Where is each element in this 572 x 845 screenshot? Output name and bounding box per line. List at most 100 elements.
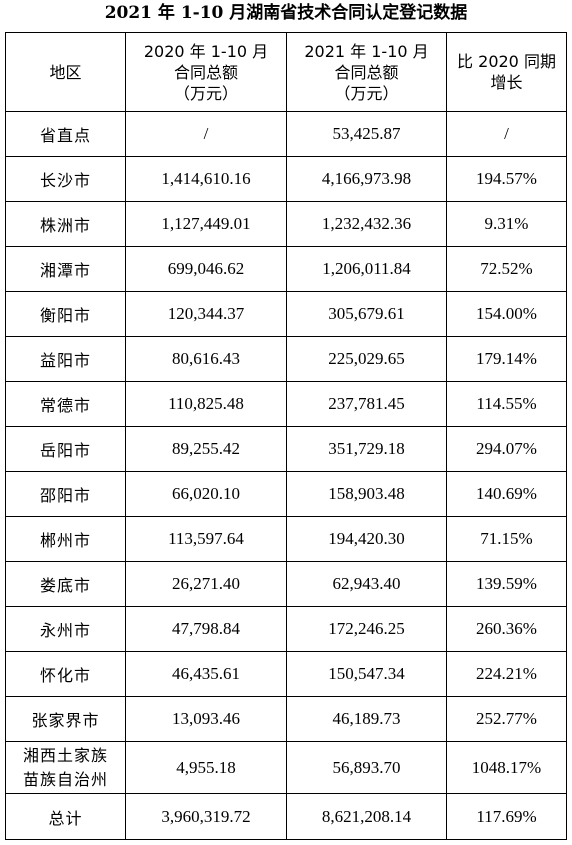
- cell-growth: 114.55%: [446, 381, 567, 427]
- table-row: 怀化市 46,435.61 150,547.34 224.21%: [5, 651, 567, 697]
- table-row: 郴州市 113,597.64 194,420.30 71.15%: [5, 516, 567, 562]
- cell-2021-total: 150,547.34: [286, 651, 447, 697]
- region-name: 省直点: [39, 126, 91, 145]
- header-2021-total: 2021 年 1-10 月 合同总额 （万元）: [286, 32, 447, 112]
- cell-growth: 9.31%: [446, 201, 567, 247]
- cell-2020-total: 3,960,319.72: [125, 793, 287, 840]
- cell-region: 永州市: [5, 606, 126, 652]
- cell-growth: 252.77%: [446, 696, 567, 742]
- cell-region: 张家界市: [5, 696, 126, 742]
- cell-2020-total: /: [125, 111, 287, 157]
- table-body: 省直点 /53,425.87/ 长沙市 1,414,610.16 4,166,973.9…: [5, 111, 567, 840]
- page-title: 2021 年 1-10 月湖南省技术合同认定登记数据: [104, 3, 468, 23]
- table-row: 衡阳市 120,344.37 305,679.61 154.00%: [5, 291, 567, 337]
- region-name: 湘潭市: [39, 261, 91, 280]
- cell-region: 邵阳市: [5, 471, 126, 517]
- cell-2020-total: 80,616.43: [125, 336, 287, 382]
- cell-region: 怀化市: [5, 651, 126, 697]
- region-name: 娄底市: [39, 576, 91, 595]
- region-name: 邵阳市: [39, 486, 91, 505]
- cell-2020-total: 699,046.62: [125, 246, 287, 292]
- cell-2020-total: 47,798.84: [125, 606, 287, 652]
- cell-region: 湘潭市: [5, 246, 126, 292]
- header-2021-line-3: （万元）: [334, 83, 399, 103]
- cell-region: 株洲市: [5, 201, 126, 247]
- header-growth-line-2: 增长: [490, 73, 523, 92]
- cell-2021-total: 8,621,208.14: [286, 793, 447, 840]
- cell-growth: 154.00%: [446, 291, 567, 337]
- cell-2021-total: 62,943.40: [286, 561, 447, 607]
- header-region: 地区: [5, 32, 126, 112]
- region-name: 株洲市: [39, 216, 91, 235]
- table-row: 总计 3,960,319.72 8,621,208.14 117.69%: [5, 793, 567, 840]
- table-row: 常德市 110,825.48 237,781.45 114.55%: [5, 381, 567, 427]
- cell-2020-total: 110,825.48: [125, 381, 287, 427]
- header-row: 地区 2020 年 1-10 月 合同总额 （万元） 2021 年 1-10 月…: [5, 32, 567, 112]
- cell-growth: /: [446, 111, 567, 157]
- cell-2021-total: 305,679.61: [286, 291, 447, 337]
- table-row: 长沙市 1,414,610.16 4,166,973.98 194.57%: [5, 156, 567, 202]
- cell-growth: 72.52%: [446, 246, 567, 292]
- table-row: 娄底市 26,271.40 62,943.40 139.59%: [5, 561, 567, 607]
- cell-region: 湘西土家族 苗族自治州: [5, 741, 126, 794]
- contract-data-table: 地区 2020 年 1-10 月 合同总额 （万元） 2021 年 1-10 月…: [5, 32, 567, 840]
- cell-growth: 194.57%: [446, 156, 567, 202]
- region-name: 岳阳市: [39, 441, 91, 460]
- header-region-label: 地区: [49, 62, 82, 82]
- region-name: 常德市: [39, 396, 91, 415]
- header-2020-line-2: 合同总额: [173, 62, 238, 82]
- table-row: 省直点 /53,425.87/: [5, 111, 567, 157]
- cell-2020-total: 1,414,610.16: [125, 156, 287, 202]
- cell-2021-total: 158,903.48: [286, 471, 447, 517]
- header-2020-line-1: 2020 年 1-10 月: [143, 41, 269, 61]
- cell-2021-total: 225,029.65: [286, 336, 447, 382]
- cell-growth: 117.69%: [446, 793, 567, 840]
- header-growth-line-1: 比 2020 同期: [457, 52, 556, 71]
- cell-growth: 260.36%: [446, 606, 567, 652]
- cell-2020-total: 120,344.37: [125, 291, 287, 337]
- table-row: 永州市 47,798.84 172,246.25 260.36%: [5, 606, 567, 652]
- cell-growth: 179.14%: [446, 336, 567, 382]
- cell-growth: 140.69%: [446, 471, 567, 517]
- table-row: 益阳市 80,616.43 225,029.65 179.14%: [5, 336, 567, 382]
- header-2020-line-3: （万元）: [173, 83, 238, 103]
- header-growth: 比 2020 同期 增长: [446, 32, 567, 112]
- cell-2021-total: 194,420.30: [286, 516, 447, 562]
- cell-2021-total: 172,246.25: [286, 606, 447, 652]
- cell-region: 省直点: [5, 111, 126, 157]
- cell-growth: 1048.17%: [446, 741, 567, 794]
- region-name: 益阳市: [39, 351, 91, 370]
- cell-region: 衡阳市: [5, 291, 126, 337]
- cell-growth: 139.59%: [446, 561, 567, 607]
- cell-region: 常德市: [5, 381, 126, 427]
- header-2021-line-1: 2021 年 1-10 月: [304, 41, 429, 61]
- cell-2020-total: 46,435.61: [125, 651, 287, 697]
- cell-2021-total: 1,206,011.84: [286, 246, 447, 292]
- cell-2020-total: 113,597.64: [125, 516, 287, 562]
- cell-growth: 224.21%: [446, 651, 567, 697]
- cell-growth: 294.07%: [446, 426, 567, 472]
- header-2020-total: 2020 年 1-10 月 合同总额 （万元）: [125, 32, 287, 112]
- cell-2021-total: 53,425.87: [286, 111, 447, 157]
- table-row: 张家界市 13,093.46 46,189.73 252.77%: [5, 696, 567, 742]
- cell-2021-total: 56,893.70: [286, 741, 447, 794]
- cell-2020-total: 1,127,449.01: [125, 201, 287, 247]
- region-name: 永州市: [39, 621, 91, 640]
- cell-2021-total: 46,189.73: [286, 696, 447, 742]
- cell-region: 总计: [5, 793, 126, 840]
- header-2021-line-2: 合同总额: [334, 62, 399, 82]
- region-name: 郴州市: [39, 531, 91, 550]
- region-name: 张家界市: [31, 711, 100, 730]
- cell-region: 娄底市: [5, 561, 126, 607]
- cell-2021-total: 4,166,973.98: [286, 156, 447, 202]
- region-name: 总计: [48, 808, 83, 828]
- region-name: 长沙市: [39, 171, 91, 190]
- cell-2021-total: 237,781.45: [286, 381, 447, 427]
- region-name: 衡阳市: [39, 306, 91, 325]
- cell-region: 长沙市: [5, 156, 126, 202]
- region-name: 怀化市: [39, 666, 91, 685]
- region-name: 湘西土家族: [22, 745, 108, 765]
- table-row: 岳阳市 89,255.42 351,729.18 294.07%: [5, 426, 567, 472]
- cell-2021-total: 351,729.18: [286, 426, 447, 472]
- cell-region: 岳阳市: [5, 426, 126, 472]
